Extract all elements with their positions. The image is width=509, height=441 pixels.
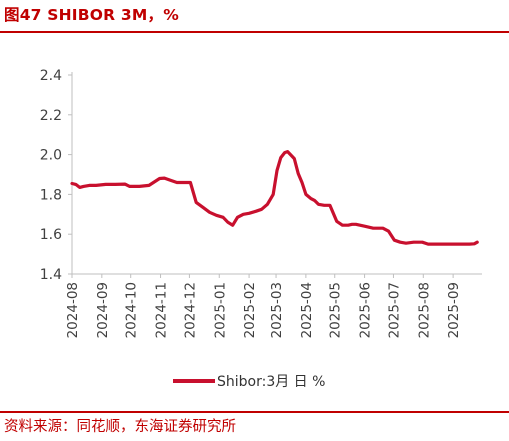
x-tick-label: 2024-10	[124, 282, 140, 338]
x-tick-label: 2024-11	[154, 282, 170, 338]
x-tick-label: 2025-02	[242, 282, 258, 338]
source-divider	[0, 411, 509, 413]
x-tick-label: 2025-03	[269, 282, 285, 338]
series-line-shibor-3m	[70, 150, 479, 246]
x-tick-label: 2025-06	[358, 282, 374, 338]
y-tick-label: 2.0	[40, 148, 62, 164]
x-tick-label: 2024-08	[65, 282, 81, 338]
y-tick-label: 1.6	[40, 227, 62, 243]
title-divider	[0, 31, 509, 33]
y-tick-label: 2.4	[40, 68, 62, 84]
y-tick-label: 1.8	[40, 187, 62, 203]
x-tick-label: 2025-05	[328, 282, 344, 338]
x-tick-label: 2024-12	[182, 282, 198, 338]
x-tick-label: 2025-01	[212, 282, 228, 338]
x-tick-label: 2025-04	[299, 282, 315, 338]
chart-legend: Shibor:3月 日 %	[173, 370, 325, 392]
y-tick-label: 2.2	[40, 108, 62, 124]
source-note: 资料来源：同花顺，东海证券研究所	[4, 419, 236, 435]
x-tick-label: 2025-09	[446, 282, 462, 338]
figure-title: 图47 SHIBOR 3M，%	[4, 6, 179, 24]
legend-swatch	[173, 379, 215, 383]
x-tick-label: 2025-08	[416, 282, 432, 338]
x-tick-label: 2025-07	[386, 282, 402, 338]
y-tick-label: 1.4	[40, 267, 62, 283]
legend-label: Shibor:3月 日 %	[217, 374, 326, 390]
x-tick-label: 2024-09	[95, 282, 111, 338]
